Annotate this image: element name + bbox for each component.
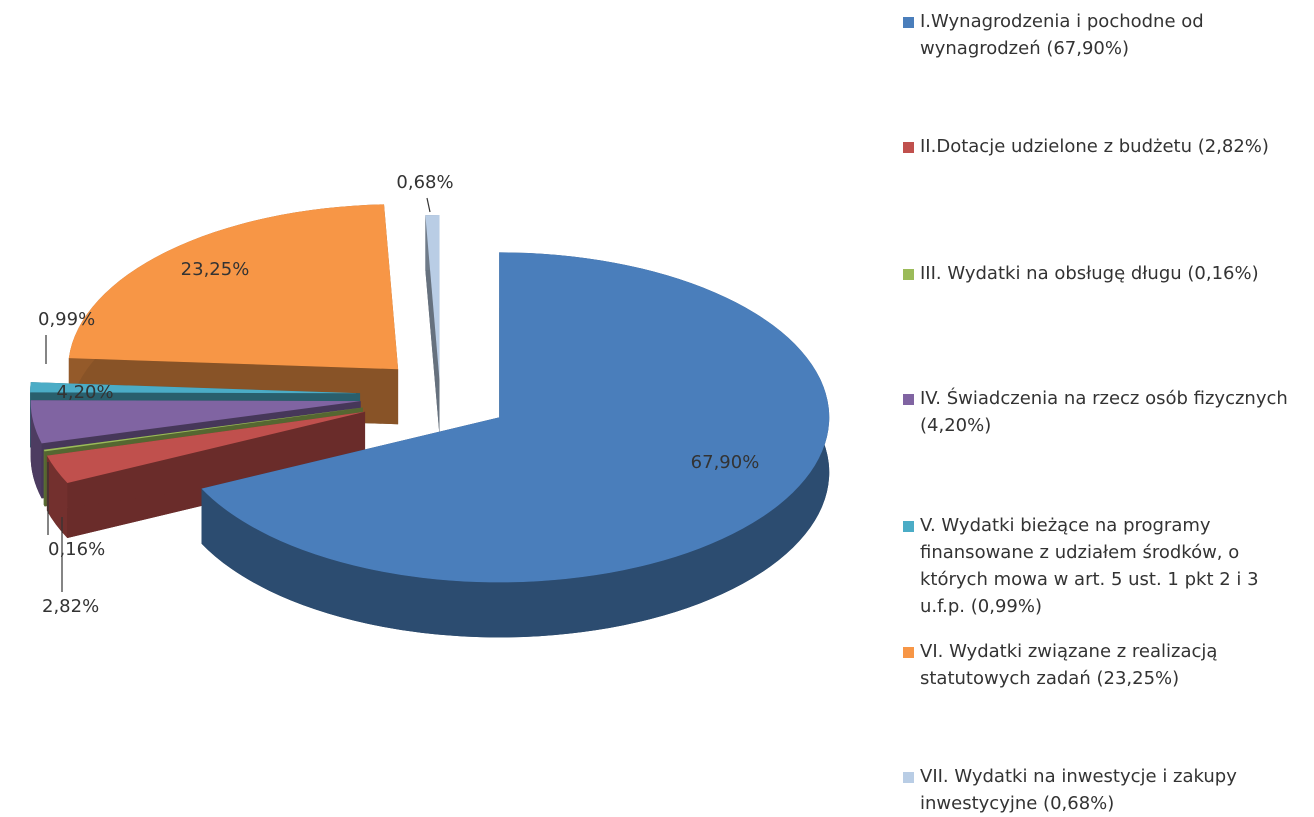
slice bbox=[425, 215, 440, 381]
slice-wall bbox=[43, 449, 45, 507]
slice bbox=[30, 400, 361, 444]
legend-label: VI. Wydatki związane z realizacją statut… bbox=[920, 641, 1218, 689]
legend-swatch bbox=[903, 17, 914, 28]
legend-swatch bbox=[903, 772, 914, 783]
data-label: 0,68% bbox=[396, 172, 453, 193]
legend-entry: V. Wydatki bieżące na programy finansowa… bbox=[903, 512, 1308, 620]
legend-swatch bbox=[903, 269, 914, 280]
legend-label: II.Dotacje udzielone z budżetu (2,82%) bbox=[920, 136, 1269, 157]
slice bbox=[68, 204, 399, 370]
legend-swatch bbox=[903, 394, 914, 405]
legend-entry: II.Dotacje udzielone z budżetu (2,82%) bbox=[903, 133, 1308, 160]
legend-entry: IV. Świadczenia na rzecz osób fizycznych… bbox=[903, 385, 1308, 439]
legend-label: V. Wydatki bieżące na programy finansowa… bbox=[920, 515, 1259, 617]
legend-entry: I.Wynagrodzenia i pochodne od wynagrodze… bbox=[903, 8, 1308, 62]
data-label: 0,16% bbox=[48, 539, 105, 560]
legend-label: IV. Świadczenia na rzecz osób fizycznych… bbox=[920, 388, 1288, 436]
slice bbox=[201, 252, 830, 583]
slice bbox=[30, 382, 361, 394]
legend-entry: VII. Wydatki na inwestycje i zakupy inwe… bbox=[903, 763, 1308, 817]
slice bbox=[43, 407, 363, 452]
chart: 67,90% 2,82% 0,16% 4,20% 0,99% 23,25% 0,68% bbox=[30, 172, 830, 638]
data-label: 4,20% bbox=[56, 382, 113, 403]
legend-label: I.Wynagrodzenia i pochodne od wynagrodze… bbox=[920, 11, 1204, 59]
leader-line bbox=[426, 197, 431, 213]
data-label: 0,99% bbox=[38, 309, 95, 330]
slice-side bbox=[46, 411, 366, 511]
legend-label: III. Wydatki na obsługę długu (0,16%) bbox=[920, 263, 1259, 284]
slice bbox=[46, 411, 366, 483]
slice-wall bbox=[30, 400, 42, 499]
legend-entry: VI. Wydatki związane z realizacją statut… bbox=[903, 638, 1308, 692]
legend-label: VII. Wydatki na inwestycje i zakupy inwe… bbox=[920, 766, 1237, 814]
legend-swatch bbox=[903, 142, 914, 153]
legend-swatch bbox=[903, 521, 914, 532]
data-label: 2,82% bbox=[42, 596, 99, 617]
slice-side bbox=[425, 215, 440, 436]
legend: I.Wynagrodzenia i pochodne od wynagrodze… bbox=[903, 0, 1314, 817]
slice-wall bbox=[30, 382, 31, 448]
legend-entry: III. Wydatki na obsługę długu (0,16%) bbox=[903, 260, 1308, 287]
data-label: 67,90% bbox=[691, 452, 760, 473]
legend-swatch bbox=[903, 647, 914, 658]
data-label: 23,25% bbox=[181, 259, 250, 280]
